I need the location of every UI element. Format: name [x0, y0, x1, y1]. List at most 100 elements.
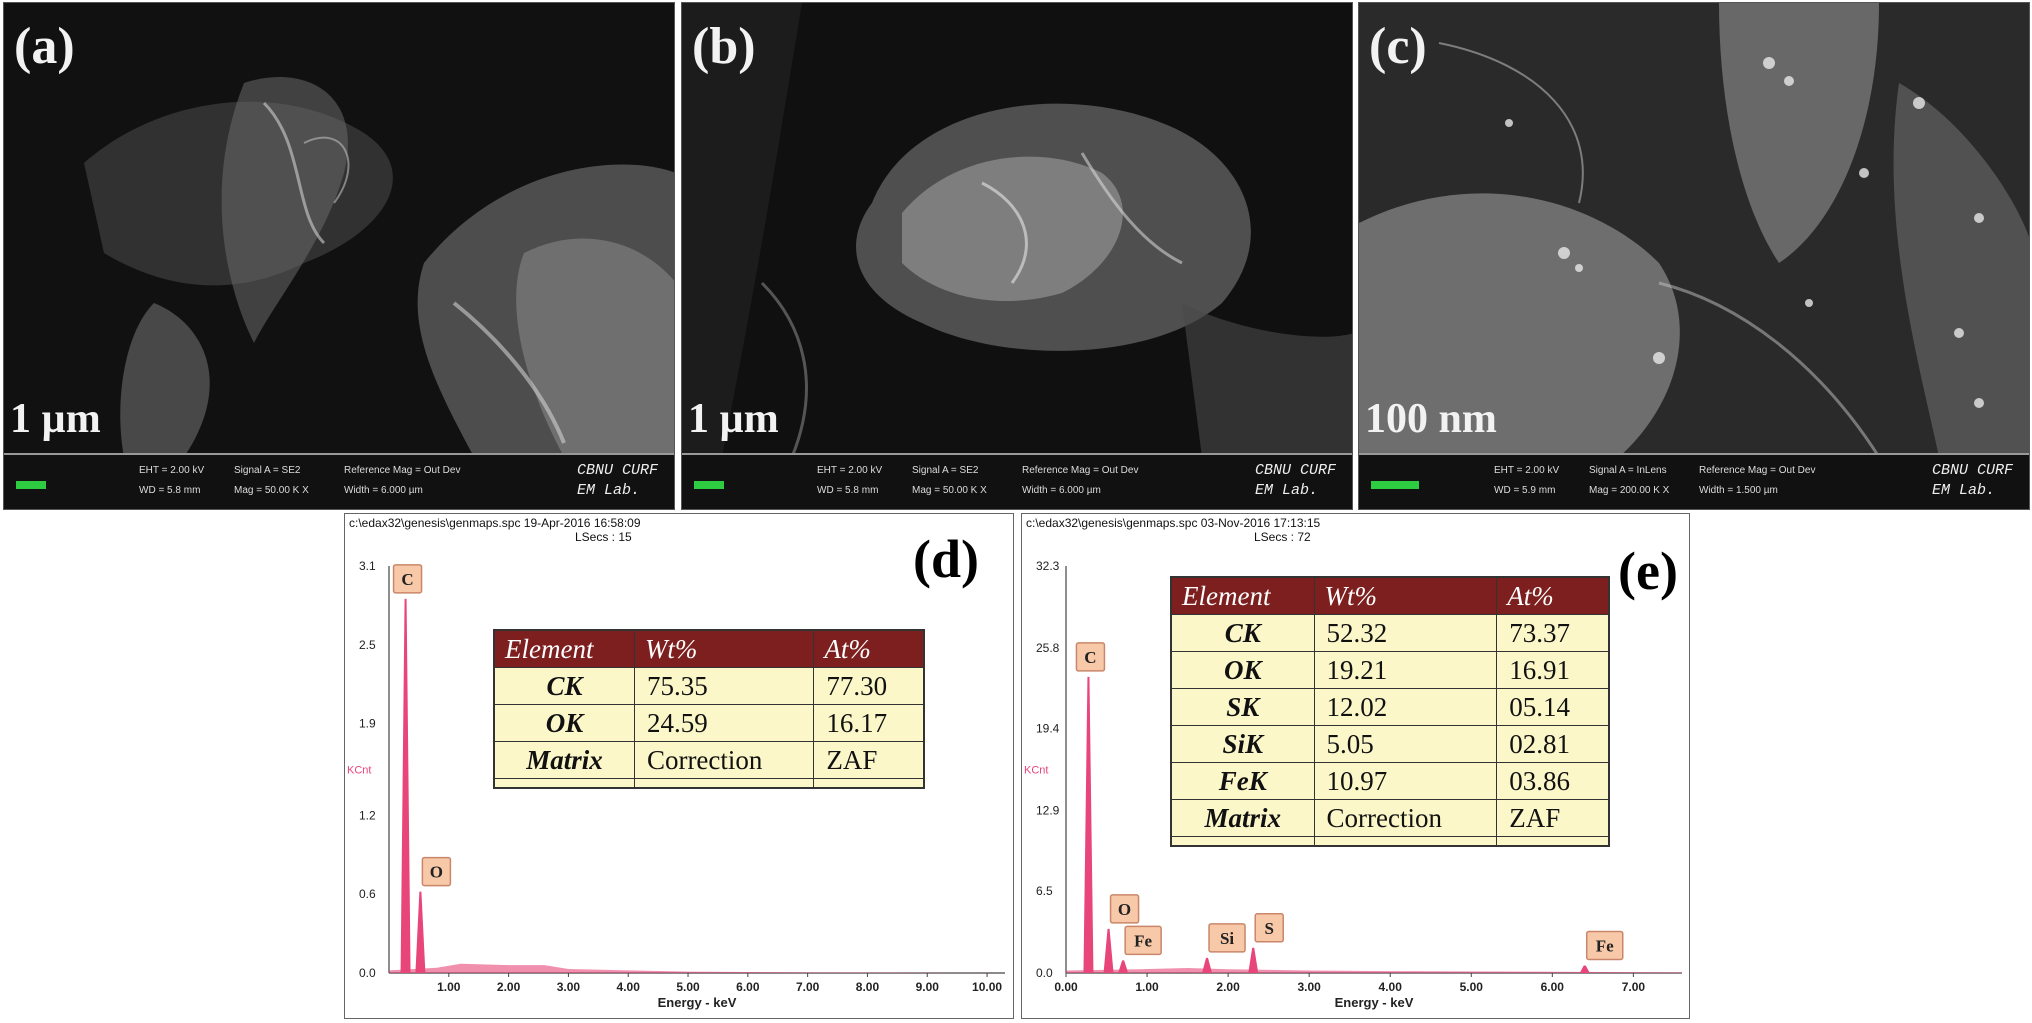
y-tick-label: 0.6 [359, 887, 376, 901]
eht-text: EHT = 2.00 kV [1494, 465, 1560, 476]
y-tick-label: 0.0 [1036, 966, 1053, 980]
x-tick-label: 1.00 [437, 980, 461, 994]
table-row: CK 52.32 73.37 [1170, 614, 1610, 652]
sem-info-bar: EHT = 2.00 kV WD = 5.8 mm Signal A = SE2… [4, 453, 674, 509]
spectrum-background [1066, 967, 1682, 973]
scale-bar-text: 1 µm [688, 396, 779, 442]
x-tick-label: 2.00 [1216, 980, 1240, 994]
wd-text: WD = 5.9 mm [1494, 485, 1556, 496]
scale-bar [694, 481, 724, 489]
reference-mag-text: Reference Mag = Out Dev [344, 465, 461, 476]
table-row: CK 75.35 77.30 [493, 667, 925, 705]
panel-label: (c) [1369, 18, 1427, 75]
y-tick-label: 19.4 [1036, 722, 1060, 736]
signal-text: Signal A = SE2 [912, 465, 979, 476]
spectrum-peak [1248, 947, 1259, 973]
spectrum-peak [1202, 957, 1213, 973]
peak-label-box [1208, 923, 1246, 953]
x-tick-label: 7.00 [1622, 980, 1646, 994]
sem-info-bar: EHT = 2.00 kV WD = 5.9 mm Signal A = InL… [1359, 453, 2029, 509]
scale-bar-text: 1 µm [10, 396, 101, 442]
lab-brand: CBNU CURF EM Lab. [1931, 462, 2013, 499]
y-tick-label: 6.5 [1036, 884, 1053, 898]
eds-lsecs: LSecs : 15 [575, 530, 632, 544]
y-axis-label: KCnt [1024, 765, 1048, 777]
eds-panel-d: c:\edax32\genesis\genmaps.spc 19-Apr-201… [344, 513, 1014, 1019]
scale-bar [16, 481, 46, 489]
table-row: SK 12.02 05.14 [1170, 688, 1610, 726]
element-table-d: Element Wt% At% CK 75.35 77.30 OK 24.59 … [493, 629, 925, 789]
x-axis-label: Energy - keV [1335, 995, 1414, 1010]
mag-text: Mag = 50.00 K X [912, 485, 987, 496]
header-at: At% [1496, 576, 1610, 615]
x-tick-label: 9.00 [916, 980, 940, 994]
table-row: OK 19.21 16.91 [1170, 651, 1610, 689]
table-row [493, 778, 925, 789]
header-element: Element [493, 629, 635, 668]
panel-label: (e) [1618, 541, 1678, 601]
sem-image-a [4, 3, 674, 457]
x-tick-label: 5.00 [1460, 980, 1484, 994]
x-axis-label: Energy - keV [658, 995, 737, 1010]
peak-label-box [1254, 913, 1284, 943]
peak-label: O [430, 863, 443, 882]
eds-lsecs: LSecs : 72 [1254, 530, 1311, 544]
peak-label: C [1084, 648, 1096, 667]
table-row: SiK 5.05 02.81 [1170, 725, 1610, 763]
header-wt: Wt% [633, 629, 815, 668]
sem-info-bar: EHT = 2.00 kV WD = 5.8 mm Signal A = SE2… [682, 453, 1352, 509]
scale-bar-text: 100 nm [1365, 396, 1497, 442]
header-element: Element [1170, 576, 1315, 615]
y-axis-label: KCnt [347, 765, 371, 777]
signal-text: Signal A = InLens [1589, 465, 1667, 476]
sem-image-c [1359, 3, 2029, 457]
panel-label: (a) [14, 18, 75, 75]
mag-text: Mag = 50.00 K X [234, 485, 309, 496]
eds-file-header: c:\edax32\genesis\genmaps.spc 19-Apr-201… [349, 516, 641, 530]
peak-label: Fe [1596, 936, 1614, 955]
table-row: FeK 10.97 03.86 [1170, 762, 1610, 800]
table-row: Matrix Correction ZAF [493, 741, 925, 779]
sem-panel-b: (b) 1 µm EHT = 2.00 kV WD = 5.8 mm Signa… [681, 2, 1353, 510]
y-tick-label: 1.9 [359, 717, 376, 731]
panel-label: (d) [913, 529, 979, 589]
spectrum-peak [1118, 960, 1129, 973]
sem-panel-c: (c) 100 nm EHT = 2.00 kV WD = 5.9 mm Sig… [1358, 2, 2030, 510]
spectrum-peak [1579, 965, 1590, 973]
spectrum-peak [1103, 928, 1114, 973]
peak-label-box [392, 564, 423, 594]
x-tick-label: 3.00 [557, 980, 581, 994]
spectrum-peak [400, 598, 411, 973]
reference-mag-text: Reference Mag = Out Dev [1022, 465, 1139, 476]
table-row: OK 24.59 16.17 [493, 704, 925, 742]
eds-spectrum-e: 0.0 6.5 12.9 19.4 25.8 32.3 0.00 1.00 2.00 3.00 4.… [1024, 559, 1682, 1010]
y-tick-label: 0.0 [359, 966, 376, 980]
wd-text: WD = 5.8 mm [817, 485, 879, 496]
sem-panel-a: (a) 1 µm EHT = 2.00 kV WD = 5.8 mm Signa… [3, 2, 675, 510]
signal-text: Signal A = SE2 [234, 465, 301, 476]
peak-label-box [1585, 930, 1624, 961]
peak-label-box [1109, 894, 1140, 924]
lab-brand: CBNU CURF EM Lab. [576, 462, 658, 499]
width-text: Width = 6.000 µm [1022, 485, 1101, 496]
table-row: Matrix Correction ZAF [1170, 799, 1610, 837]
panel-label: (b) [692, 18, 756, 75]
width-text: Width = 1.500 µm [1699, 485, 1778, 496]
header-wt: Wt% [1313, 576, 1498, 615]
spectrum-peak [415, 891, 426, 973]
header-at: At% [813, 629, 925, 668]
width-text: Width = 6.000 µm [344, 485, 423, 496]
peak-label-box [1124, 925, 1162, 956]
scale-bar [1371, 481, 1419, 489]
x-tick-label: 4.00 [617, 980, 641, 994]
y-tick-label: 1.2 [359, 808, 376, 822]
peak-label-box [421, 856, 452, 887]
peak-label: O [1118, 900, 1131, 919]
x-tick-label: 1.00 [1135, 980, 1159, 994]
eds-panel-e: c:\edax32\genesis\genmaps.spc 03-Nov-201… [1021, 513, 1690, 1019]
mag-text: Mag = 200.00 K X [1589, 485, 1670, 496]
y-tick-label: 12.9 [1036, 803, 1060, 817]
peak-label: S [1264, 919, 1273, 938]
x-tick-label: 7.00 [796, 980, 820, 994]
table-row [1170, 836, 1610, 847]
